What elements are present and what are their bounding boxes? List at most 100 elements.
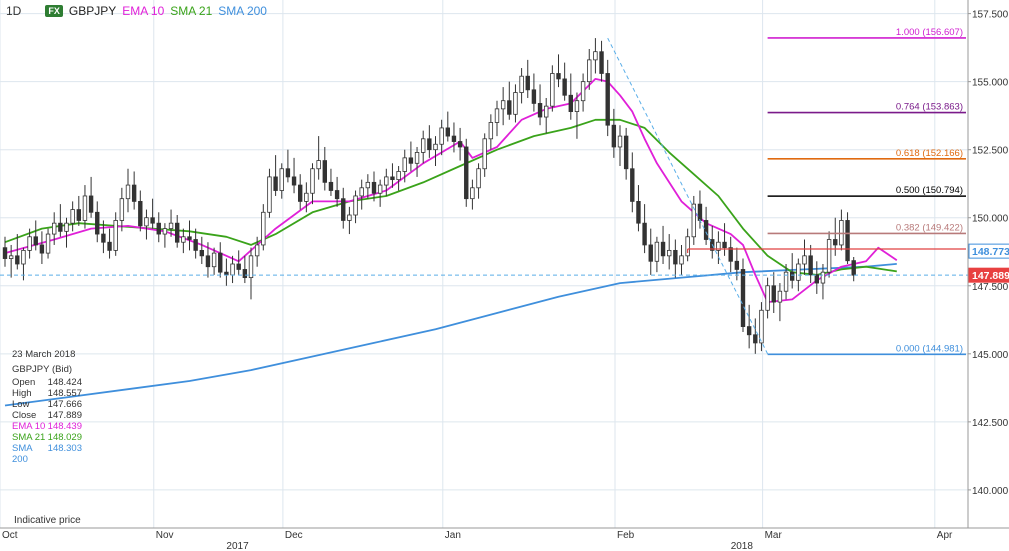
- candle-body: [433, 143, 438, 151]
- candle-body: [125, 184, 131, 200]
- candle-body: [728, 247, 733, 262]
- candle-body: [771, 285, 776, 303]
- interval-label[interactable]: 1D: [6, 4, 22, 18]
- candle-body: [58, 222, 63, 232]
- candle-body: [347, 214, 352, 221]
- info-row-value: 148.557: [47, 388, 82, 399]
- x-tick-label: Nov: [156, 530, 174, 541]
- candle-body: [814, 274, 819, 284]
- candle-body: [107, 241, 112, 251]
- candle-body: [679, 255, 684, 265]
- info-row-label: Close: [12, 410, 37, 421]
- candle-body: [285, 168, 291, 178]
- candle-body: [783, 271, 789, 292]
- symbol-label[interactable]: GBPJPY: [68, 4, 117, 18]
- candle-body: [654, 241, 660, 262]
- candle-body: [205, 255, 211, 268]
- y-tick-label: 157.500: [972, 10, 1009, 21]
- candle-body: [261, 211, 266, 246]
- sma21-legend[interactable]: SMA 21: [170, 4, 213, 18]
- x-tick-label: Dec: [285, 530, 303, 541]
- candle-body: [722, 241, 727, 249]
- candle-body: [242, 269, 248, 279]
- ema10-legend[interactable]: EMA 10: [122, 4, 165, 18]
- ohlc-info-panel: 23 March 2018 GBPJPY (Bid) Open 148.424 Hi…: [12, 349, 82, 465]
- price-tag-box: [968, 243, 1009, 259]
- candle-body: [488, 122, 494, 140]
- y-tick-label: 150.000: [972, 214, 1009, 225]
- sma200-legend[interactable]: SMA 200: [218, 4, 267, 18]
- candle-body: [95, 211, 100, 235]
- candle-body: [476, 168, 481, 189]
- candle-body: [119, 198, 125, 221]
- x-year-label: 2018: [731, 541, 754, 551]
- candle-body: [500, 100, 506, 110]
- candle-body: [408, 157, 414, 164]
- candle-body: [593, 51, 598, 61]
- y-tick-label: 147.500: [972, 282, 1009, 293]
- grid: [0, 0, 968, 528]
- info-row-label: High: [12, 388, 32, 399]
- info-row: High 148.557: [12, 388, 82, 399]
- candle-body: [365, 181, 371, 189]
- candle-body: [445, 127, 450, 137]
- candle-body: [734, 260, 740, 270]
- candle-body: [211, 252, 217, 268]
- candle-body: [144, 217, 149, 227]
- candle-body: [88, 195, 94, 213]
- info-row-value: 148.424: [47, 377, 82, 388]
- price-tag-box: [968, 267, 1009, 283]
- candle-body: [611, 124, 617, 148]
- x-tick-label: Feb: [617, 530, 635, 541]
- candle-body: [562, 78, 567, 96]
- candle-body: [64, 222, 69, 232]
- candle-body: [396, 171, 401, 181]
- candle-body: [470, 187, 475, 200]
- candle-body: [39, 244, 45, 254]
- candle-body: [254, 244, 260, 257]
- candle-body: [304, 192, 309, 202]
- info-row: Open 148.424: [12, 377, 82, 388]
- info-row-value: 148.439: [47, 421, 82, 432]
- candle-body: [297, 184, 303, 202]
- info-row-label: SMA 200: [12, 443, 33, 465]
- candle-body: [27, 236, 32, 251]
- candle-body: [525, 75, 530, 91]
- candle-body: [580, 81, 586, 102]
- x-tick-label: Mar: [765, 530, 783, 541]
- info-row-value: 148.303: [47, 443, 82, 454]
- info-title: GBPJPY (Bid): [12, 364, 73, 375]
- info-row: SMA 21 148.029: [12, 432, 82, 443]
- candle-body: [224, 271, 229, 276]
- candle-body: [427, 138, 432, 151]
- candle-body: [150, 217, 155, 224]
- candle-body: [2, 247, 8, 259]
- candle-body: [316, 160, 321, 170]
- candle-body: [414, 152, 420, 164]
- candle-body: [451, 135, 457, 142]
- info-row: EMA 10 148.439: [12, 421, 82, 432]
- candle-body: [341, 198, 346, 221]
- fib-level-label: 1.000 (156.607): [896, 27, 963, 38]
- y-tick-label: 152.500: [972, 146, 1009, 157]
- x-tick-label: Oct: [2, 530, 18, 541]
- price-tag-label: 147.889: [972, 270, 1009, 282]
- candle-body: [384, 176, 389, 186]
- candle-body: [808, 255, 813, 276]
- candle-body: [310, 168, 315, 194]
- candle-body: [138, 201, 143, 227]
- candle-body: [796, 263, 801, 281]
- candle-body: [168, 222, 174, 230]
- candle-body: [753, 334, 758, 344]
- candle-body: [617, 135, 623, 148]
- info-row-value: 147.666: [47, 399, 82, 410]
- candle-body: [371, 181, 377, 194]
- candle-body: [740, 269, 746, 327]
- candle-body: [101, 233, 106, 243]
- candle-body: [777, 290, 783, 303]
- candle-body: [790, 271, 795, 281]
- fib-level-label: 0.000 (144.981): [896, 343, 963, 354]
- x-year-label: 2017: [226, 541, 249, 551]
